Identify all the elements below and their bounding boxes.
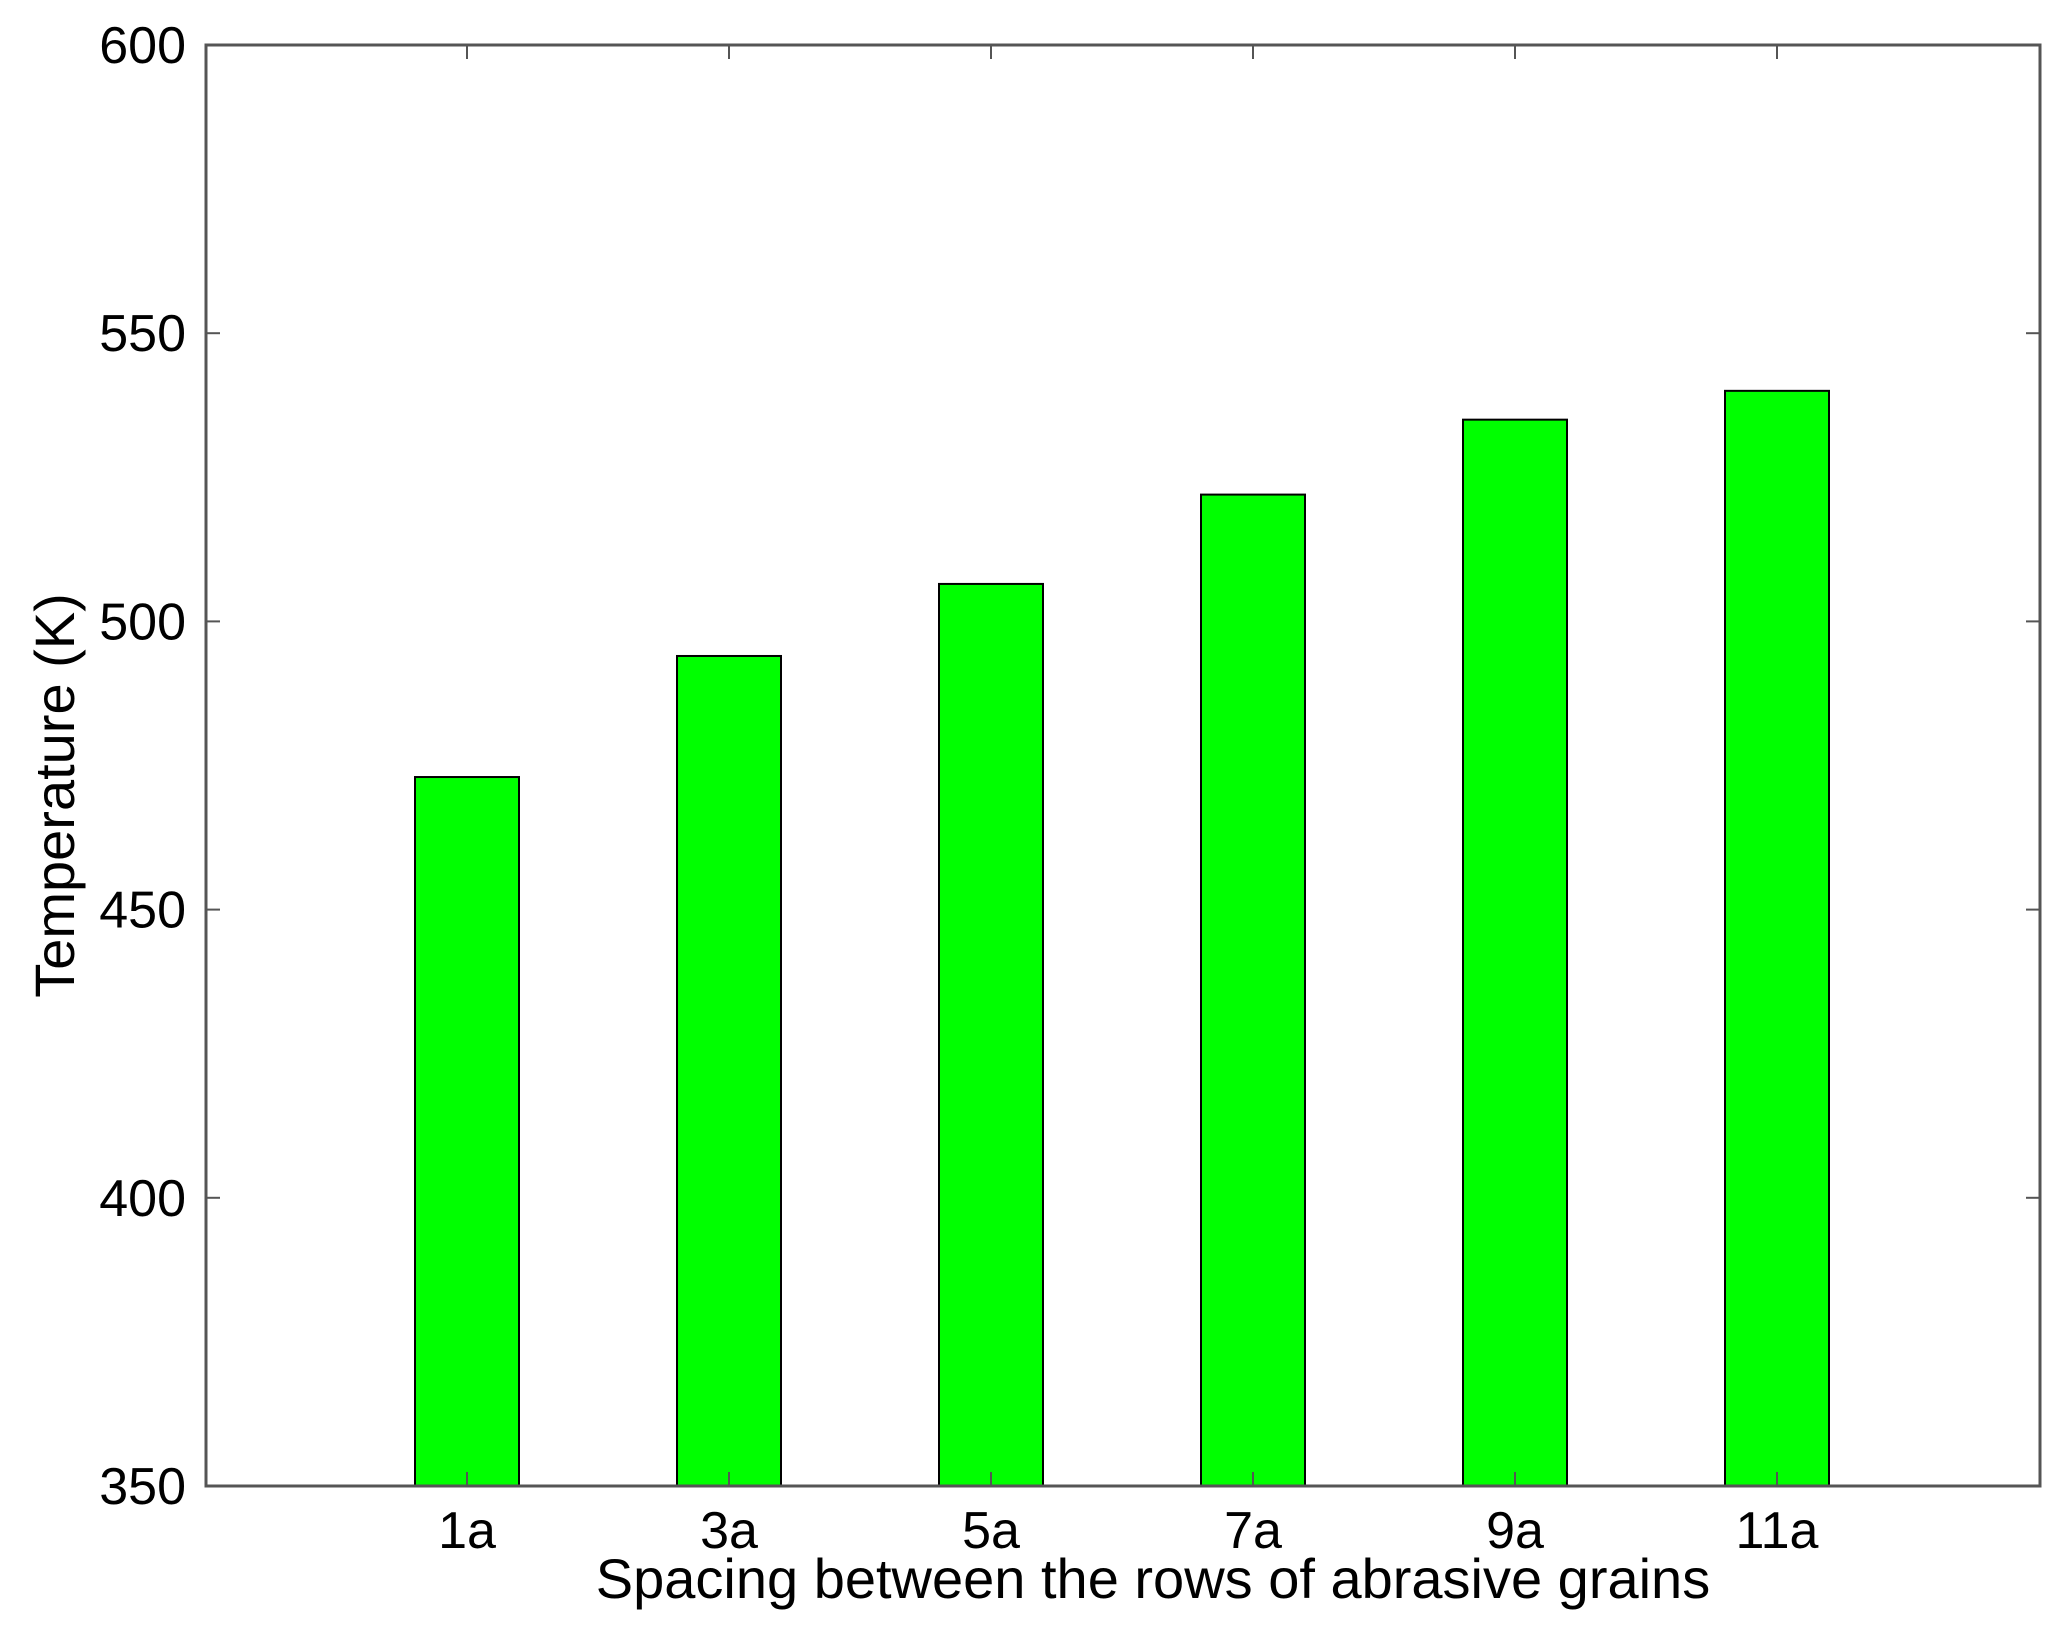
bars-group (414, 389, 1830, 1488)
bar-1a (414, 776, 520, 1487)
bar-11a (1724, 389, 1830, 1488)
x-tick-label: 7a (1224, 1502, 1282, 1560)
x-tick-label: 1a (438, 1502, 496, 1560)
x-tick-labels: 1a 3a 5a 7a 9a 11a (438, 1502, 1818, 1560)
y-tick-label: 600 (99, 17, 186, 75)
y-tick-label: 450 (99, 882, 186, 940)
bar-7a (1200, 493, 1306, 1488)
y-tick-label: 550 (99, 305, 186, 363)
bar-9a (1462, 418, 1568, 1487)
y-tick-label: 500 (99, 593, 186, 651)
x-axis-title: Spacing between the rows of abrasive gra… (596, 1547, 1710, 1610)
y-axis-title: Temperature (K) (23, 593, 86, 998)
x-tick-label: 11a (1736, 1502, 1819, 1560)
x-tick-label: 3a (700, 1502, 758, 1560)
x-tick-label: 9a (1486, 1502, 1544, 1560)
y-tick-label: 400 (99, 1170, 186, 1228)
y-tick-label: 350 (99, 1458, 186, 1516)
x-tick-label: 5a (962, 1502, 1020, 1560)
bar-3a (676, 654, 782, 1487)
y-tick-labels: 350 400 450 500 550 600 (99, 17, 186, 1516)
bar-5a (938, 582, 1044, 1487)
plot-frame (204, 43, 2042, 1488)
